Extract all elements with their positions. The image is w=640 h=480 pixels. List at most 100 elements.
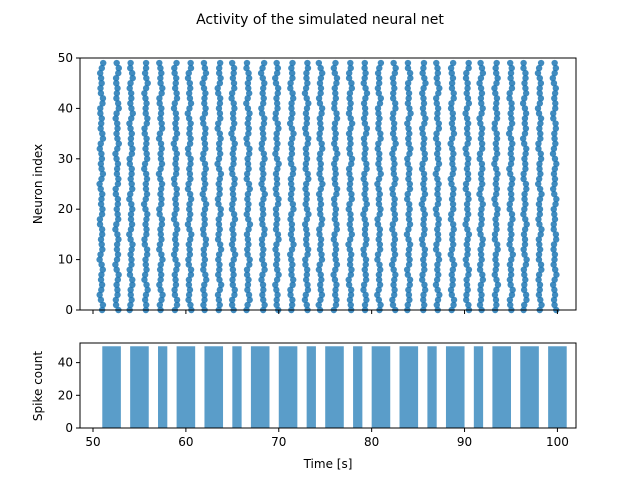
- spike-point: [491, 195, 498, 203]
- spike-point: [465, 155, 472, 162]
- spike-point: [230, 160, 237, 168]
- spike-point: [448, 195, 456, 203]
- spike-point: [477, 211, 484, 218]
- spike-point: [376, 190, 383, 198]
- spike-point: [390, 241, 397, 248]
- spike-point: [330, 160, 338, 168]
- spike-point: [217, 246, 225, 253]
- spike-point: [345, 165, 353, 173]
- spike-point: [187, 160, 194, 168]
- spike-point: [97, 140, 104, 147]
- spike-point: [521, 155, 528, 162]
- spike-point: [303, 69, 310, 77]
- spike-point: [171, 271, 178, 278]
- spike-point: [258, 140, 266, 147]
- spike-point: [229, 266, 237, 273]
- spike-point: [172, 160, 179, 168]
- spike-point: [185, 256, 192, 263]
- spike-point: [170, 216, 178, 223]
- spike-point: [246, 256, 253, 263]
- spike-point: [200, 85, 208, 92]
- spike-point: [535, 216, 542, 223]
- spike-point: [258, 180, 265, 188]
- spike-point: [97, 74, 105, 82]
- spike-point: [258, 276, 265, 283]
- spike-point: [97, 276, 105, 283]
- spike-point: [464, 80, 471, 87]
- spike-point: [230, 271, 237, 278]
- spike-point: [332, 206, 340, 213]
- histogram-bars: [102, 346, 567, 428]
- spike-point: [172, 110, 180, 117]
- spike-point: [493, 301, 500, 309]
- spike-point: [347, 64, 354, 72]
- spike-point: [244, 120, 251, 127]
- spike-point: [522, 165, 529, 173]
- spike-point: [98, 271, 105, 278]
- spike-point: [519, 100, 527, 107]
- spike-point: [449, 256, 456, 263]
- spike-point: [551, 211, 558, 218]
- spike-point: [112, 190, 120, 198]
- spike-point: [464, 211, 472, 218]
- spike-point: [493, 130, 500, 137]
- spike-point: [303, 155, 311, 162]
- spike-point: [185, 90, 193, 97]
- spike-point: [260, 286, 267, 294]
- spike-point: [228, 59, 236, 67]
- spike-point: [522, 150, 529, 157]
- spike-point: [318, 256, 326, 263]
- histogram-y-tick-label: 0: [65, 421, 73, 435]
- spike-point: [421, 150, 428, 157]
- spike-point: [493, 286, 500, 294]
- spike-point: [304, 251, 311, 258]
- spike-point: [216, 100, 224, 107]
- spike-point: [129, 110, 136, 117]
- spike-point: [362, 95, 369, 102]
- spike-point: [245, 115, 252, 122]
- spike-point: [201, 74, 208, 82]
- spike-point: [143, 251, 151, 258]
- spike-point: [304, 140, 311, 147]
- spike-point: [315, 266, 323, 273]
- spike-point: [374, 256, 381, 263]
- spike-point: [331, 105, 338, 112]
- spike-point: [99, 190, 106, 198]
- spike-point: [363, 125, 371, 132]
- spike-point: [217, 95, 224, 102]
- spike-point: [421, 251, 428, 258]
- spike-point: [231, 216, 239, 223]
- spike-point: [157, 286, 164, 294]
- spike-point: [477, 170, 485, 178]
- spike-point: [200, 59, 208, 67]
- spike-point: [406, 241, 414, 248]
- spike-point: [229, 200, 236, 208]
- spike-point: [462, 185, 469, 193]
- histogram-frame: [79, 342, 577, 429]
- spike-point: [200, 266, 207, 273]
- spike-point: [551, 90, 559, 97]
- spike-point: [464, 175, 472, 183]
- raster-x-ticks: [92, 310, 558, 314]
- spike-point: [421, 175, 428, 183]
- spike-point: [114, 291, 121, 299]
- spike-point: [360, 286, 367, 294]
- spike-point: [229, 185, 236, 193]
- histogram-y-axis-label: Spike count: [31, 351, 45, 421]
- spike-point: [361, 216, 368, 223]
- spike-point: [143, 231, 150, 238]
- spike-point: [362, 69, 369, 77]
- spike-point: [217, 211, 224, 218]
- spike-point: [392, 100, 399, 107]
- spike-point: [199, 115, 207, 122]
- spike-point: [492, 251, 499, 258]
- spike-point: [288, 135, 296, 142]
- spike-point: [346, 236, 354, 243]
- spike-point: [375, 175, 383, 183]
- spike-point: [405, 170, 413, 178]
- spike-point: [420, 95, 427, 102]
- spike-point: [450, 90, 457, 97]
- spike-point: [141, 160, 149, 168]
- spike-point: [478, 206, 485, 213]
- spike-point: [272, 211, 280, 218]
